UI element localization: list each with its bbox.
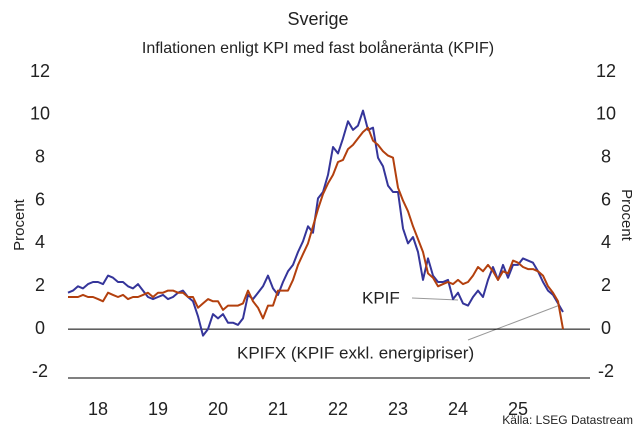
- y-tick-label: 12: [30, 61, 50, 81]
- y2-tick-label: 10: [596, 104, 616, 124]
- series-line: [68, 126, 564, 330]
- y-tick-label: 0: [35, 318, 45, 338]
- x-tick-label: 24: [448, 399, 468, 419]
- y-tick-label: 6: [35, 189, 45, 209]
- y2-tick-label: -2: [598, 361, 614, 381]
- series-label: KPIF: [362, 288, 400, 307]
- x-tick-label: 21: [268, 399, 288, 419]
- series-line: [67, 109, 564, 337]
- y2-tick-label: 6: [601, 189, 611, 209]
- x-tick-label: 25: [508, 399, 528, 419]
- x-tick-label: 22: [328, 399, 348, 419]
- x-tick-label: 20: [208, 399, 228, 419]
- y-tick-label: 8: [35, 146, 45, 166]
- x-tick-label: 23: [388, 399, 408, 419]
- y-axis-label: Procent: [11, 198, 28, 251]
- y-tick-label: -2: [32, 361, 48, 381]
- leader-line: [411, 297, 459, 301]
- source: Källa: LSEG Datastream: [502, 413, 633, 427]
- y2-axis-label: Procent: [618, 189, 635, 242]
- chart-title: Sverige: [287, 9, 348, 29]
- x-tick-label: 18: [88, 399, 108, 419]
- leader-line: [467, 304, 561, 341]
- y2-tick-label: 4: [601, 232, 611, 252]
- series-label: KPIFX (KPIF exkl. energipriser): [237, 343, 474, 362]
- y-tick-label: 4: [35, 232, 45, 252]
- y2-tick-label: 2: [601, 275, 611, 295]
- chart-subtitle: Inflationen enligt KPI med fast bolånerä…: [142, 39, 494, 57]
- y-tick-label: 10: [30, 104, 50, 124]
- y-tick-label: 2: [35, 275, 45, 295]
- y2-tick-label: 0: [601, 318, 611, 338]
- y2-tick-label: 8: [601, 146, 611, 166]
- y2-tick-label: 12: [596, 61, 616, 81]
- x-tick-label: 19: [148, 399, 168, 419]
